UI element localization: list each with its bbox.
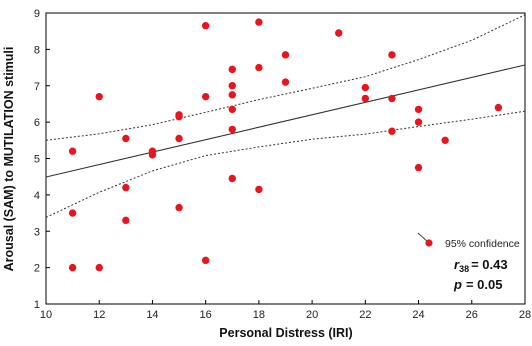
data-point bbox=[255, 63, 263, 72]
data-point bbox=[175, 134, 183, 143]
data-point bbox=[228, 174, 236, 183]
y-tick-label: 7 bbox=[34, 81, 40, 93]
x-tick-label: 24 bbox=[412, 309, 424, 321]
p-value-label: p = 0.05 bbox=[453, 277, 502, 292]
data-point bbox=[441, 136, 449, 145]
data-point bbox=[255, 185, 263, 194]
data-point bbox=[388, 51, 396, 59]
data-point bbox=[175, 112, 183, 121]
y-tick-label: 8 bbox=[34, 44, 40, 56]
data-point bbox=[228, 82, 236, 90]
p-value: = 0.05 bbox=[466, 277, 503, 292]
data-point bbox=[122, 216, 130, 225]
r-value: = 0.43 bbox=[471, 257, 508, 272]
data-point bbox=[361, 94, 370, 103]
y-tick-label: 1 bbox=[34, 299, 40, 311]
data-point bbox=[201, 256, 210, 265]
data-point bbox=[414, 118, 423, 126]
data-point bbox=[414, 105, 423, 114]
data-point bbox=[122, 183, 130, 192]
x-axis-title: Personal Distress (IRI) bbox=[219, 326, 352, 340]
correlation-stats: r38 = 0.43 p = 0.05 bbox=[453, 257, 508, 292]
data-point bbox=[228, 65, 236, 74]
data-point bbox=[228, 105, 236, 114]
data-point bbox=[201, 22, 210, 30]
x-tick-label: 12 bbox=[93, 309, 105, 321]
confidence-band-upper bbox=[46, 14, 525, 141]
y-tick-label: 4 bbox=[34, 190, 40, 202]
data-point bbox=[255, 18, 263, 26]
data-point bbox=[335, 29, 343, 37]
regression-line-group bbox=[46, 64, 525, 178]
legend: 95% confidence bbox=[417, 232, 520, 250]
data-point bbox=[414, 163, 423, 172]
confidence-band bbox=[46, 14, 525, 218]
x-tick-label: 22 bbox=[359, 309, 371, 321]
regression-line bbox=[46, 64, 525, 178]
data-point bbox=[281, 51, 290, 59]
r-subscript: 38 bbox=[459, 264, 469, 274]
x-tick-label: 28 bbox=[519, 309, 531, 321]
data-point bbox=[68, 209, 77, 217]
x-tick-label: 10 bbox=[40, 309, 52, 321]
data-point bbox=[281, 78, 290, 86]
x-tick-label: 26 bbox=[466, 309, 478, 321]
x-tick-label: 16 bbox=[200, 309, 212, 321]
confidence-band-lower bbox=[46, 110, 525, 218]
correlation-r: r38 = 0.43 bbox=[454, 257, 508, 274]
y-tick-label: 2 bbox=[34, 263, 40, 275]
x-axis-ticks: 10 12 14 16 18 20 22 24 26 28 bbox=[40, 300, 531, 321]
data-point bbox=[494, 103, 503, 112]
x-tick-label: 14 bbox=[146, 309, 158, 321]
data-points bbox=[68, 18, 503, 272]
legend-label: 95% confidence bbox=[445, 238, 520, 250]
data-point bbox=[388, 127, 396, 135]
data-point bbox=[68, 263, 77, 272]
p-symbol: p bbox=[453, 277, 462, 292]
legend-marker bbox=[425, 239, 433, 247]
y-tick-label: 3 bbox=[34, 226, 40, 238]
data-point bbox=[95, 263, 103, 272]
x-tick-label: 20 bbox=[306, 309, 318, 321]
data-point bbox=[95, 92, 103, 101]
data-point bbox=[388, 94, 396, 103]
data-point bbox=[148, 151, 157, 159]
y-tick-label: 6 bbox=[34, 117, 40, 129]
data-point bbox=[122, 134, 130, 143]
data-point bbox=[228, 91, 236, 99]
y-axis-ticks: 1 2 3 4 5 6 7 8 9 bbox=[34, 8, 50, 311]
data-point bbox=[201, 92, 210, 101]
data-point bbox=[175, 203, 183, 212]
data-point bbox=[228, 125, 236, 134]
data-point bbox=[361, 83, 370, 92]
x-tick-label: 18 bbox=[253, 309, 265, 321]
y-axis-title: Arousal (SAM) to MUTILATION stimuli bbox=[2, 47, 16, 272]
data-point bbox=[68, 147, 77, 155]
r-symbol: r bbox=[454, 257, 460, 272]
y-tick-label: 9 bbox=[34, 8, 40, 20]
y-tick-label: 5 bbox=[34, 154, 40, 166]
